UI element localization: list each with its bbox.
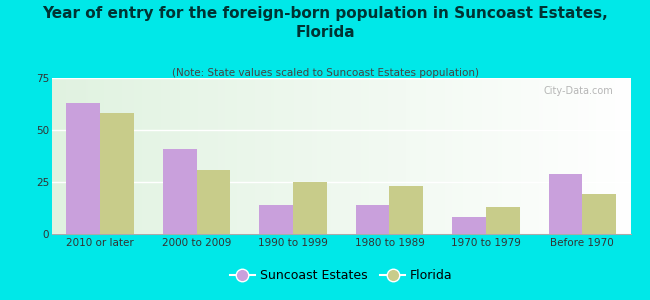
- Bar: [259, 205, 293, 234]
- Legend: Suncoast Estates, Florida: Suncoast Estates, Florida: [225, 264, 458, 287]
- Bar: [582, 194, 616, 234]
- Bar: [549, 174, 582, 234]
- Text: City-Data.com: City-Data.com: [543, 86, 613, 96]
- Bar: [389, 186, 423, 234]
- Bar: [452, 218, 486, 234]
- Bar: [100, 113, 134, 234]
- Bar: [66, 103, 100, 234]
- Bar: [196, 169, 230, 234]
- Bar: [356, 205, 389, 234]
- Text: (Note: State values scaled to Suncoast Estates population): (Note: State values scaled to Suncoast E…: [172, 68, 478, 77]
- Bar: [486, 207, 519, 234]
- Bar: [293, 182, 327, 234]
- Text: Year of entry for the foreign-born population in Suncoast Estates,
Florida: Year of entry for the foreign-born popul…: [42, 6, 608, 40]
- Bar: [163, 149, 196, 234]
